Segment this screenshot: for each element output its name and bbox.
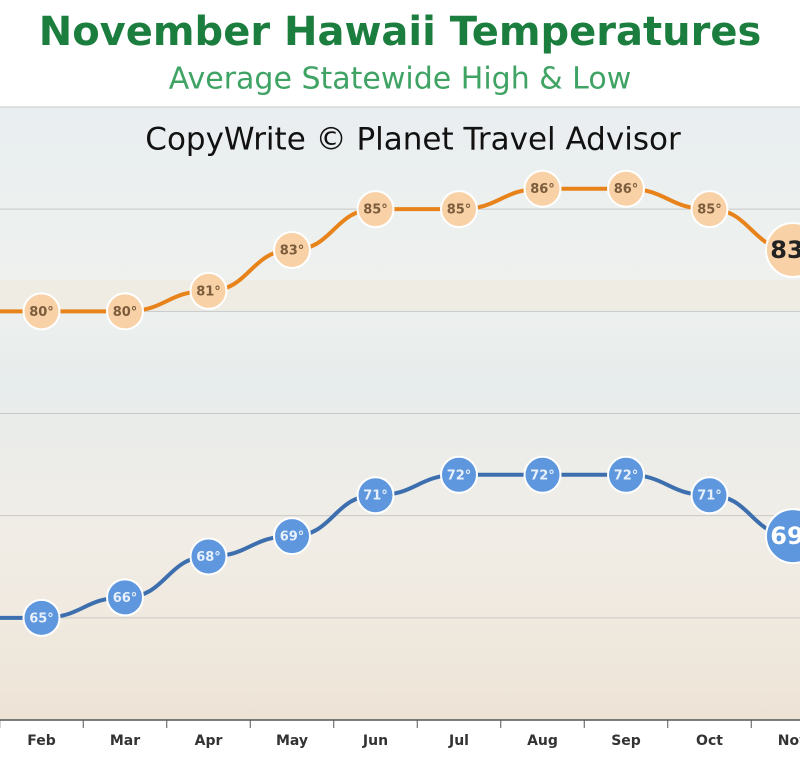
data-label: 85° [363,203,388,218]
x-tick-label: Oct [696,733,723,749]
data-point [22,292,61,331]
data-label: 71° [697,489,722,504]
data-point [690,190,729,229]
data-point [690,476,729,515]
x-tick-label: Mar [110,733,140,749]
data-point [189,537,228,576]
data-label: 80° [113,305,138,320]
x-tick-label: Apr [195,733,223,749]
data-label: 72° [614,468,639,483]
data-point [440,190,478,229]
data-label: 69° [770,522,800,550]
data-label: 85° [697,203,722,218]
data-label: 86° [530,182,555,197]
x-tick-label: Jul [448,733,469,749]
data-point [607,455,645,494]
data-label: 85° [447,203,472,218]
data-point [273,231,311,270]
data-label: 83° [770,236,800,264]
data-point [106,292,144,331]
chart-title: November Hawaii Temperatures [39,9,762,55]
data-label: 83° [280,244,305,259]
data-point [523,169,562,208]
x-tick-label: Feb [27,733,56,749]
data-point [22,598,61,637]
data-point [356,190,395,229]
data-label: 68° [196,550,221,565]
data-label: 66° [113,591,138,606]
chart-subtitle: Average Statewide High & Low [169,62,632,97]
data-label: 69° [280,530,305,545]
plot: 80° 80° 81° 83° 85° 85° 86° 86° 85° 83° 65° 66° 68° 6… [0,106,800,637]
x-tick-label: May [276,733,308,749]
data-label: 72° [447,468,472,483]
data-point [523,455,562,494]
data-point [356,476,395,515]
data-label: 86° [614,182,639,197]
data-label: 80° [29,305,54,320]
x-tick-label: Nov [778,733,800,749]
footer [0,720,800,775]
data-point [273,517,311,556]
data-label: 72° [530,468,555,483]
data-point [607,169,645,208]
data-label: 65° [29,611,54,626]
x-tick-label: Jun [362,733,388,749]
x-tick-label: Sep [611,733,641,749]
data-point [106,578,144,617]
data-point [440,455,478,494]
data-label: 81° [196,284,221,299]
watermark: CopyWrite © Planet Travel Advisor [145,122,681,158]
data-point [189,271,228,310]
data-point [765,222,800,279]
x-tick-label: Aug [527,733,558,749]
data-point [765,508,800,565]
header [0,0,800,107]
data-label: 71° [363,489,388,504]
